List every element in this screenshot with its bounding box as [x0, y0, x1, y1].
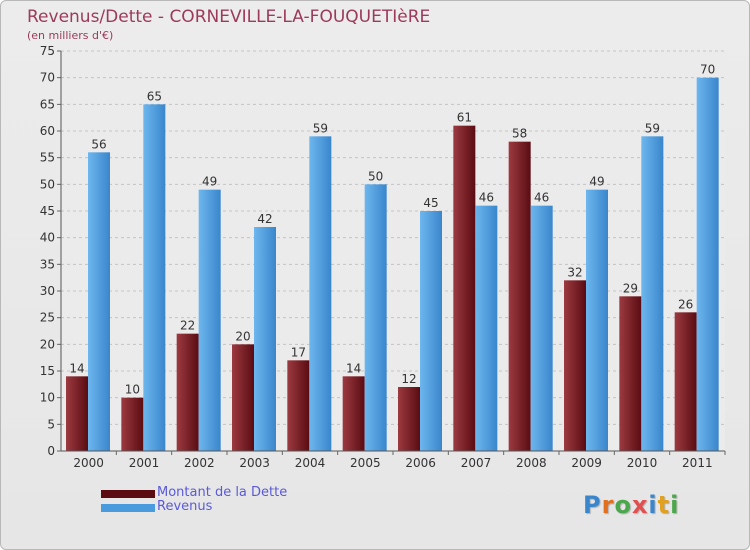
bar-debt-2002 — [176, 333, 199, 451]
logo-letter: x — [631, 491, 649, 519]
bar-revenue-2000 — [88, 152, 110, 452]
bar-revenue-2008 — [530, 205, 553, 451]
bar-debt-2008 — [508, 141, 531, 451]
y-tick-label: 70 — [40, 71, 55, 85]
bar-revenue-2004 — [309, 136, 332, 452]
bar-debt-2010 — [619, 296, 642, 451]
data-label: 14 — [69, 361, 84, 375]
y-tick-label: 20 — [40, 337, 55, 351]
y-tick-label: 0 — [47, 444, 55, 458]
legend-label-debt: Montant de la Dette — [157, 485, 288, 500]
bar-debt-2000 — [66, 376, 88, 451]
data-label: 50 — [368, 169, 383, 183]
data-label: 49 — [589, 175, 604, 189]
y-tick-label: 55 — [40, 151, 55, 165]
logo-letter: i — [670, 491, 680, 519]
data-label: 22 — [180, 319, 195, 333]
x-tick-label: 2005 — [350, 456, 381, 470]
y-tick-label: 10 — [40, 391, 55, 405]
x-tick-label: 2001 — [129, 456, 160, 470]
data-label: 45 — [423, 196, 438, 210]
bar-revenue-2009 — [586, 189, 608, 451]
data-label: 29 — [623, 281, 638, 295]
data-label: 59 — [313, 121, 328, 135]
logo-letter: o — [614, 491, 632, 519]
bar-revenue-2003 — [254, 227, 276, 451]
chart-title: Revenus/Dette - CORNEVILLE-LA-FOUQUETIèR… — [27, 7, 431, 27]
plot-area — [61, 51, 725, 451]
bar-revenue-2005 — [364, 184, 387, 452]
bar-revenue-2011 — [696, 77, 719, 452]
chart-subtitle: (en milliers d'€) — [27, 29, 114, 42]
bar-chart: 1456106522492042175914501245614658463249… — [40, 44, 726, 470]
x-tick-label: 2003 — [239, 456, 270, 470]
data-label: 46 — [479, 191, 494, 205]
legend-swatch-revenue — [101, 504, 155, 512]
data-label: 56 — [91, 137, 106, 151]
logo-letter: P — [583, 491, 602, 519]
bar-revenue-2002 — [198, 189, 221, 451]
y-tick-label: 60 — [40, 124, 55, 138]
y-tick-label: 30 — [40, 284, 55, 298]
x-tick-label: 2010 — [627, 456, 658, 470]
data-label: 49 — [202, 175, 217, 189]
data-label: 17 — [291, 345, 306, 359]
bar-debt-2001 — [121, 397, 144, 451]
y-tick-label: 35 — [40, 257, 55, 271]
legend-swatch-debt — [101, 490, 155, 498]
y-tick-label: 45 — [40, 204, 55, 218]
bar-debt-2004 — [287, 360, 310, 451]
x-tick-label: 2007 — [461, 456, 492, 470]
x-tick-label: 2008 — [516, 456, 547, 470]
bar-revenue-2010 — [641, 136, 664, 452]
data-label: 59 — [645, 121, 660, 135]
data-label: 12 — [401, 372, 416, 386]
data-label: 61 — [457, 111, 472, 125]
y-tick-label: 65 — [40, 97, 55, 111]
data-label: 46 — [534, 191, 549, 205]
bar-debt-2005 — [342, 376, 365, 451]
data-label: 42 — [257, 212, 272, 226]
bar-revenue-2006 — [420, 211, 442, 451]
proxiti-logo: Proxiti — [583, 491, 679, 519]
bar-debt-2009 — [564, 280, 586, 451]
data-label: 32 — [567, 265, 582, 279]
bar-debt-2007 — [453, 125, 476, 452]
data-label: 10 — [125, 383, 140, 397]
y-tick-label: 40 — [40, 231, 55, 245]
data-label: 70 — [700, 63, 715, 77]
y-tick-label: 5 — [47, 417, 55, 431]
x-tick-label: 2009 — [571, 456, 602, 470]
y-tick-label: 75 — [40, 44, 55, 58]
x-tick-label: 2011 — [682, 456, 713, 470]
y-tick-label: 25 — [40, 311, 55, 325]
logo-letter: t — [657, 491, 671, 519]
y-tick-label: 50 — [40, 177, 55, 191]
y-tick-label: 15 — [40, 364, 55, 378]
x-tick-label: 2002 — [184, 456, 215, 470]
x-tick-label: 2000 — [73, 456, 104, 470]
bar-debt-2011 — [674, 312, 697, 451]
x-tick-label: 2004 — [295, 456, 326, 470]
x-tick-label: 2006 — [405, 456, 436, 470]
bar-revenue-2001 — [143, 104, 166, 451]
legend-label-revenue: Revenus — [157, 499, 213, 514]
bar-revenue-2007 — [475, 205, 498, 451]
logo-letter: i — [648, 491, 658, 519]
data-label: 20 — [235, 329, 250, 343]
logo-letter: r — [601, 491, 615, 519]
data-label: 14 — [346, 361, 361, 375]
data-label: 58 — [512, 127, 527, 141]
data-label: 26 — [678, 297, 693, 311]
bar-debt-2003 — [232, 344, 254, 451]
bar-debt-2006 — [398, 387, 420, 451]
data-label: 65 — [147, 89, 162, 103]
